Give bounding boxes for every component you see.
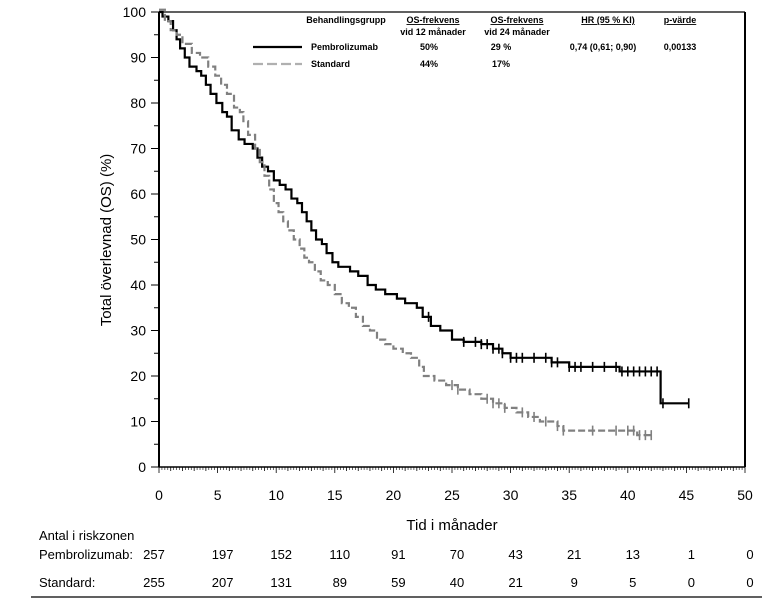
risk-value: 43	[508, 547, 522, 562]
risk-value: 207	[212, 575, 234, 590]
y-tick-label: 80	[130, 95, 146, 111]
legend-row-name: Standard	[311, 59, 350, 69]
legend-os24: 17%	[492, 59, 510, 69]
risk-row-label: Standard:	[39, 575, 95, 590]
risk-value: 91	[391, 547, 405, 562]
risk-value: 21	[567, 547, 581, 562]
x-tick-label: 25	[444, 487, 460, 503]
legend-os12: 44%	[420, 59, 438, 69]
risk-value: 70	[450, 547, 464, 562]
legend-header-sub: vid 24 månader	[484, 27, 550, 37]
y-tick-label: 50	[130, 232, 146, 248]
x-tick-label: 10	[268, 487, 284, 503]
risk-value: 257	[143, 547, 165, 562]
y-tick-label: 0	[138, 459, 146, 475]
risk-value: 0	[688, 575, 695, 590]
y-tick-label: 30	[130, 323, 146, 339]
y-tick-label: 90	[130, 50, 146, 66]
risk-value: 0	[746, 547, 753, 562]
legend-os12: 50%	[420, 42, 438, 52]
risk-value: 131	[270, 575, 292, 590]
km-curve-standard	[159, 8, 652, 437]
risk-table-title: Antal i riskzonen	[39, 528, 134, 543]
risk-value: 197	[212, 547, 234, 562]
x-tick-label: 30	[503, 487, 519, 503]
legend-header-sub: vid 12 månader	[400, 27, 466, 37]
risk-value: 5	[629, 575, 636, 590]
risk-value: 89	[333, 575, 347, 590]
x-tick-label: 35	[561, 487, 577, 503]
legend-header: HR (95 % KI)	[581, 15, 635, 25]
legend-header: OS-frekvens	[406, 15, 459, 25]
legend-os24: 29 %	[491, 42, 512, 52]
y-axis-title: Total överlevnad (OS) (%)	[98, 154, 115, 327]
legend-row-name: Pembrolizumab	[311, 42, 379, 52]
risk-value: 152	[270, 547, 292, 562]
x-tick-label: 40	[620, 487, 636, 503]
x-tick-label: 15	[327, 487, 343, 503]
risk-value: 110	[329, 547, 350, 562]
risk-value: 1	[688, 547, 695, 562]
x-tick-label: 0	[155, 487, 163, 503]
km-curve-pembrolizumab	[159, 10, 689, 405]
x-tick-label: 50	[737, 487, 753, 503]
y-tick-label: 70	[130, 141, 146, 157]
y-tick-label: 40	[130, 277, 146, 293]
y-tick-label: 100	[123, 4, 147, 20]
risk-value: 59	[391, 575, 405, 590]
legend-header: Behandlingsgrupp	[306, 15, 386, 25]
risk-value: 40	[450, 575, 464, 590]
legend-p: 0,00133	[664, 42, 697, 52]
risk-value: 21	[508, 575, 522, 590]
x-tick-label: 20	[386, 487, 402, 503]
y-tick-label: 60	[130, 186, 146, 202]
risk-value: 9	[571, 575, 578, 590]
y-tick-label: 10	[130, 414, 146, 430]
x-tick-label: 5	[214, 487, 222, 503]
legend-header: OS-frekvens	[490, 15, 543, 25]
x-axis-title: Tid i månader	[406, 517, 497, 534]
risk-value: 255	[143, 575, 165, 590]
risk-value: 13	[626, 547, 640, 562]
legend-header: p-värde	[664, 15, 697, 25]
risk-value: 0	[746, 575, 753, 590]
risk-row-label: Pembrolizumab:	[39, 547, 133, 562]
x-tick-label: 45	[679, 487, 695, 503]
legend-hr: 0,74 (0,61; 0,90)	[570, 42, 637, 52]
y-tick-label: 20	[130, 368, 146, 384]
